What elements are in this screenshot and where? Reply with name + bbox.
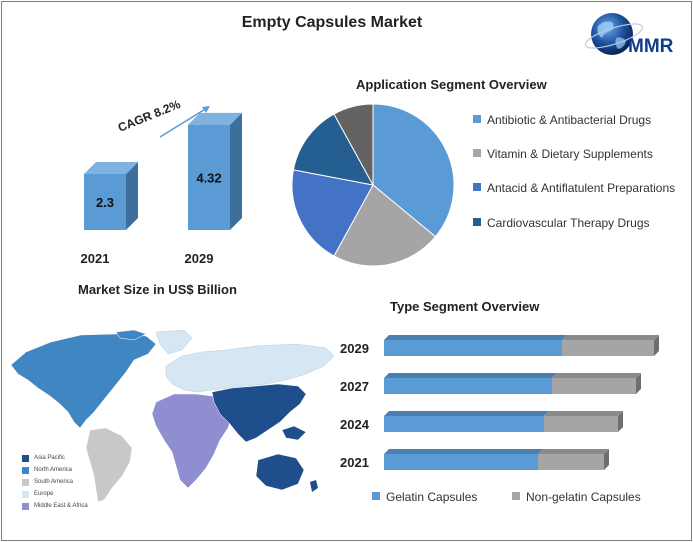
legend-label: Vitamin & Dietary Supplements: [487, 147, 653, 161]
market-size-caption: Market Size in US$ Billion: [78, 282, 237, 297]
type-legend-item: Gelatin Capsules: [372, 489, 477, 505]
map-legend-item: Europe: [22, 488, 88, 500]
market-bar-2029: 4.32 2029: [185, 112, 242, 266]
type-bar-year-label: 2024: [340, 417, 370, 432]
application-legend-item: Cardiovascular Therapy Drugs: [473, 215, 691, 231]
market-bar-year-label: 2021: [81, 251, 110, 266]
legend-swatch: [22, 478, 29, 486]
type-bar-2021: 2021: [340, 449, 609, 470]
legend-swatch: [22, 490, 29, 498]
legend-label: Cardiovascular Therapy Drugs: [487, 216, 650, 230]
legend-label: Gelatin Capsules: [386, 490, 478, 504]
map-greenland: [155, 330, 193, 355]
cagr-arrow: [159, 107, 208, 138]
map-europe: [165, 343, 335, 393]
map-north-america: [10, 333, 157, 429]
legend-swatch: [372, 492, 380, 500]
map-legend-item: Middle East & Africa: [22, 500, 88, 512]
legend-label: Middle East & Africa: [34, 503, 88, 509]
market-bar-2021: 2.3 2021: [81, 162, 138, 266]
application-legend-item: Antibiotic & Antibacterial Drugs: [473, 112, 691, 128]
legend-swatch: [473, 149, 481, 157]
legend-swatch: [22, 502, 29, 510]
legend-label: Non-gelatin Capsules: [526, 490, 641, 504]
map-legend: Asia Pacific North America South America Eu…: [22, 452, 88, 512]
application-legend-item: Vitamin & Dietary Supplements: [473, 146, 691, 162]
non-gelatin-segment: [544, 416, 618, 432]
application-title: Application Segment Overview: [356, 77, 547, 92]
legend-swatch: [22, 466, 29, 474]
mmr-logo: MMR: [584, 10, 688, 62]
gelatin-segment: [384, 454, 538, 470]
map-legend-item: Asia Pacific: [22, 452, 88, 464]
market-bar-year-label: 2029: [185, 251, 214, 266]
pie-slice-2: [291, 169, 374, 257]
cagr-arrowhead: [202, 106, 210, 113]
legend-swatch: [473, 183, 481, 191]
pie-slice-1: [333, 184, 437, 267]
type-bar-year-label: 2029: [340, 341, 369, 356]
legend-label: Antacid & Antiflatulent Preparations: [487, 181, 676, 195]
pie-slice-0: [372, 103, 455, 238]
application-pie-chart: [291, 103, 455, 267]
type-bar-2024: 2024: [340, 411, 623, 432]
non-gelatin-segment: [538, 454, 604, 470]
type-bar-2027: 2027: [340, 373, 641, 394]
world-map: [10, 330, 335, 503]
type-legend-item: Non-gelatin Capsules: [512, 489, 641, 505]
market-bar-value-label: 2.3: [96, 195, 114, 210]
non-gelatin-segment: [562, 340, 654, 356]
legend-swatch: [473, 218, 481, 226]
map-australia: [255, 453, 305, 491]
map-legend-item: North America: [22, 464, 88, 476]
market-bar-value-label: 4.32: [196, 170, 221, 185]
gelatin-segment: [384, 340, 562, 356]
legend-swatch: [512, 492, 520, 500]
pie-slice-3: [292, 113, 374, 186]
map-south-america: [85, 427, 133, 503]
legend-label: Europe: [34, 491, 54, 497]
logo-text: MMR: [628, 36, 674, 57]
legend-swatch: [473, 115, 481, 123]
type-bar-2029: 2029: [340, 335, 659, 356]
type-segment-chart: 2029 2027 2024 2021: [340, 335, 659, 470]
type-bar-year-label: 2021: [340, 455, 369, 470]
non-gelatin-segment: [552, 378, 636, 394]
gelatin-segment: [384, 416, 544, 432]
legend-label: South America: [34, 479, 74, 485]
type-segment-title: Type Segment Overview: [390, 299, 540, 314]
legend-swatch: [22, 454, 29, 462]
map-asia-pacific: [211, 383, 307, 443]
legend-label: Antibiotic & Antibacterial Drugs: [487, 113, 652, 127]
legend-label: North America: [34, 467, 73, 473]
legend-label: Asia Pacific: [34, 455, 66, 461]
application-legend-item: Antacid & Antiflatulent Preparations: [473, 180, 691, 196]
type-bar-year-label: 2027: [340, 379, 369, 394]
pie-slice-4: [333, 103, 374, 186]
map-middle-east-africa: [151, 393, 233, 489]
gelatin-segment: [384, 378, 552, 394]
map-legend-item: South America: [22, 476, 88, 488]
page-title: Empty Capsules Market: [241, 14, 423, 31]
